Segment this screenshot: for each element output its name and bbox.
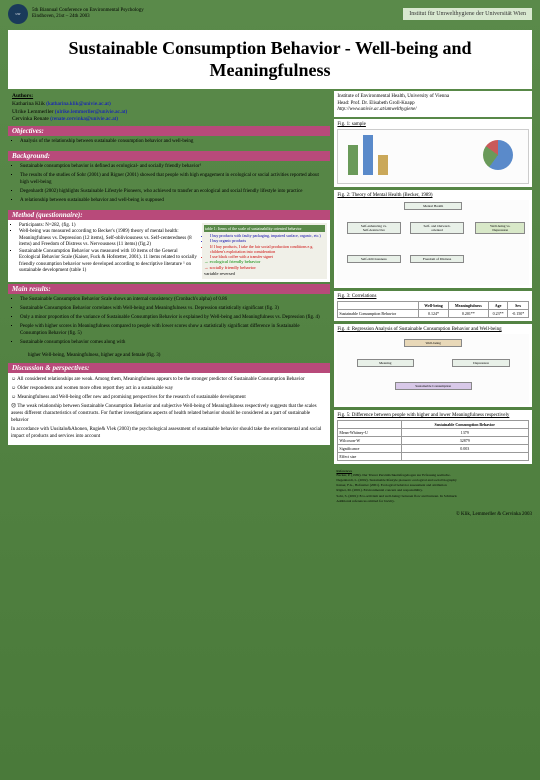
legend-item: variable reversed — [204, 271, 325, 277]
ref-item: Becker, P. (1989). Der Trierer Persönlic… — [336, 473, 530, 477]
bar-icon — [363, 135, 373, 175]
discussion-head: Discussion & perspectives: — [8, 363, 330, 373]
fig1: Fig. 1: sample — [334, 119, 532, 187]
author3-email: (renate.cervinka@univie.ac.at) — [50, 116, 118, 122]
disc-item: ☹ The weak relationship between Sustaina… — [11, 403, 327, 424]
conference-info: 5th Biannual Conference on Environmental… — [32, 8, 144, 20]
result-item: People with higher scores in Meaningfuln… — [20, 323, 326, 337]
ref-item: Sohr, S. (2001): Eco-activism and well-b… — [336, 494, 530, 498]
results-list: The Sustainable Consumption Behavior Sca… — [8, 294, 330, 350]
fig2: Fig. 2: Theory of Mental Health (Becker,… — [334, 190, 532, 288]
discussion-content: ☺ All considered relationships are weak.… — [8, 373, 330, 445]
objectives-head: Objectives: — [8, 126, 330, 136]
poster-title: Sustainable Consumption Behavior - Well-… — [16, 38, 524, 81]
institute-box: Institute of Environmental Health, Unive… — [334, 91, 532, 117]
fig3: Fig. 3: Correlations Well-beingMeaningfu… — [334, 291, 532, 321]
ref-item: Kaiser, F.G., Hofstetter (2001). Ecologi… — [336, 483, 530, 487]
pie-icon — [483, 140, 513, 170]
result-item: Sustainable Consumption Behavior correla… — [20, 305, 326, 312]
diag-node: Mental Health — [404, 202, 461, 210]
objective-item: Analysis of the relationship between sus… — [20, 138, 326, 145]
fig5: Fig. 5: Difference between people with h… — [334, 410, 532, 464]
bg-item: The results of the studies of Sohr (2001… — [20, 172, 326, 186]
result-sub: higher Well-being, Meaningfulness, highe… — [8, 350, 330, 361]
author1-name: Katharina Klik — [12, 101, 45, 107]
references: References Becker, P. (1989). Der Triere… — [334, 467, 532, 506]
diag-node: Freedom of Distress — [410, 255, 464, 263]
method-item: Well-being was measured according to Bec… — [19, 229, 199, 249]
ref-item: Additional references omitted for brevit… — [336, 499, 530, 503]
diff-table: Sustainable Consumption Behavior Mean-Wh… — [337, 420, 529, 461]
conf-line2: Eindhoven, 21st – 24th 2003 — [32, 14, 144, 20]
author2-email: (ulrike.lemmerller@univie.ac.at) — [55, 109, 127, 115]
title-box: Sustainable Consumption Behavior - Well-… — [8, 30, 532, 89]
result-item: Sustainable consumption behavior comes a… — [20, 339, 326, 346]
fig5-title: Fig. 5: Difference between people with h… — [337, 413, 529, 418]
sample-chart — [337, 129, 529, 184]
diag-node: Meaning — [357, 359, 414, 367]
results-head: Main results: — [8, 284, 330, 294]
fig4: Fig. 4: Regression Analysis of Sustainab… — [334, 324, 532, 407]
diag-node: Self-enhancing vs.Self-destructive — [347, 222, 401, 234]
disc-item: In accordance with Uusitalo&Ahonen, Rugi… — [11, 426, 327, 440]
authors-block: Authors: Katharina Klik (katharina.klik@… — [8, 91, 195, 126]
authors-heading: Authors: — [12, 93, 33, 99]
bg-item: Sustainable consumption behavior is defi… — [20, 163, 326, 170]
table-head: table 1: Items of the scale of sustainab… — [204, 225, 325, 232]
fig4-title: Fig. 4: Regression Analysis of Sustainab… — [337, 327, 529, 332]
fig2-title: Fig. 2: Theory of Mental Health (Becker,… — [337, 193, 529, 198]
bg-item: Degenhardt (2002) highlights Sustainable… — [20, 188, 326, 195]
method-head: Method (questionnaire): — [8, 210, 330, 220]
fig3-title: Fig. 3: Correlations — [337, 294, 529, 299]
diag-node: Self- and Outward-oriented — [410, 222, 464, 234]
disc-item: ☺ Older respondents and women more often… — [11, 385, 327, 392]
background-list: Sustainable consumption behavior is defi… — [8, 161, 330, 208]
theory-diagram: Mental Health Self-enhancing vs.Self-des… — [337, 200, 529, 285]
header: UW 5th Biannual Conference on Environmen… — [0, 0, 540, 28]
bg-item: A relationship between sustainable behav… — [20, 197, 326, 204]
ref-item: Rigner, M. (2001). Environmental concern… — [336, 488, 530, 492]
diag-node: Self-obliviousness — [347, 255, 401, 263]
institute-logo: Institut für Umwelthygiene der Universit… — [403, 8, 532, 20]
footer: © Klik, Lemmerller & Cervinka 2003 — [0, 510, 540, 519]
disc-item: ☺ Meaningfulness and Well-being offer ne… — [11, 394, 327, 401]
background-head: Background: — [8, 151, 330, 161]
regression-diagram: Well-being Meaning Depression Sustainabl… — [337, 334, 529, 404]
author3-name: Cervinka Renate — [12, 116, 49, 122]
bar-icon — [348, 145, 358, 175]
diag-node: Well-being vs.Depression — [475, 222, 525, 234]
table-item: If I buy products, I take the fair socia… — [210, 244, 325, 254]
author1-email: (katharina.klik@univie.ac.at) — [46, 101, 110, 107]
objectives-list: Analysis of the relationship between sus… — [8, 136, 330, 149]
inst-url: http://www.univie.ac.at/umwelthygiene/ — [337, 107, 529, 114]
diag-node: Depression — [452, 359, 509, 367]
method-item: Sustainable Consumption Behavior was mea… — [19, 249, 199, 275]
ref-item: Degenhardt, L. (2002). Sustainable lifes… — [336, 478, 530, 482]
author2-name: Ulrike Lemmerller — [12, 109, 53, 115]
diag-node: Well-being — [404, 339, 461, 347]
diag-node: Sustainable Consumption — [395, 382, 472, 390]
method-content: Participants: N=282, (fig. 1) Well-being… — [8, 220, 330, 282]
bar-icon — [378, 155, 388, 175]
result-item: Only a minor proportion of the variance … — [20, 314, 326, 321]
fig1-title: Fig. 1: sample — [337, 122, 529, 127]
disc-item: ☺ All considered relationships are weak.… — [11, 376, 327, 383]
correlation-table: Well-beingMeaningfulnessAgeSex Sustainab… — [337, 301, 529, 318]
university-seal-icon: UW — [8, 4, 28, 24]
method-table: table 1: Items of the scale of sustainab… — [202, 223, 327, 279]
result-item: The Sustainable Consumption Behavior Sca… — [20, 296, 326, 303]
